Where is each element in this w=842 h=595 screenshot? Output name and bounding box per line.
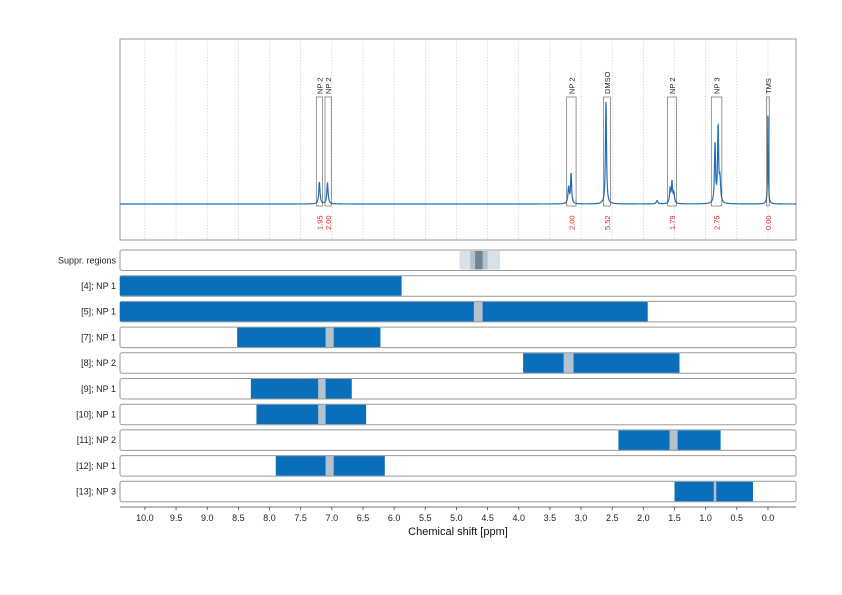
range-frame: [119, 455, 797, 477]
annotation-box: [766, 96, 770, 207]
annotation-label: NP 2: [668, 77, 677, 94]
x-tick-label: 4.0: [512, 513, 525, 523]
x-tick-label: 6.0: [388, 513, 401, 523]
x-axis-title: Chemical shift [ppm]: [408, 526, 508, 538]
spectrum-gridlines: [144, 39, 769, 240]
range-gap: [325, 456, 334, 476]
annotation-box: [710, 96, 723, 207]
range-gap: [713, 481, 717, 502]
range-row: [9]; NP 1: [81, 378, 797, 400]
range-bar: [237, 327, 381, 348]
integral-value: 1.95: [315, 215, 324, 230]
x-tick-label: 1.0: [699, 513, 712, 523]
annotation-label: NP 2: [315, 77, 324, 94]
range-gap: [325, 327, 334, 348]
annotation-box: [324, 96, 332, 207]
range-row: [5]; NP 1: [81, 300, 797, 323]
range-bar: [523, 353, 680, 373]
peak-annotations: NP 2 1.95 NP 2 2.00 NP 2 2.00 DMSO 5.52 NP 2 1.79…: [315, 71, 773, 230]
range-row: [4]; NP 1: [81, 275, 797, 297]
range-bar: [250, 379, 352, 399]
range-frame: [119, 378, 797, 400]
x-tick-label: 0.0: [762, 513, 775, 523]
suppression-label: Suppr. regions: [58, 255, 117, 265]
integral-value: 5.52: [603, 215, 612, 230]
range-label: [10]; NP 1: [76, 409, 116, 419]
range-label: [7]; NP 1: [81, 332, 116, 342]
range-label: [11]; NP 2: [77, 435, 116, 445]
annotation-label: TMS: [764, 78, 773, 94]
annotation-label: NP 2: [324, 77, 333, 94]
range-frame: [119, 480, 797, 503]
range-gap: [318, 404, 326, 425]
x-tick-label: 1.5: [668, 513, 681, 523]
x-tick-label: 9.5: [170, 513, 183, 523]
range-gap: [318, 379, 326, 399]
range-frame: [119, 326, 797, 349]
x-tick-label: 8.0: [263, 513, 276, 523]
x-tick-label: 6.5: [357, 513, 370, 523]
x-tick-label: 5.5: [419, 513, 432, 523]
range-row: [7]; NP 1: [81, 326, 797, 349]
suppression-bands: [459, 251, 501, 270]
integral-value: 0.00: [764, 215, 773, 230]
range-gap: [473, 301, 483, 322]
range-row: [10]; NP 1: [76, 403, 797, 426]
range-bar: [120, 301, 648, 322]
integral-value: 1.79: [668, 215, 677, 230]
annotation-box: [667, 96, 677, 207]
range-label: [9]; NP 1: [81, 384, 116, 394]
range-row: [8]; NP 2: [81, 352, 797, 374]
x-tick-label: 7.0: [326, 513, 339, 523]
range-frame: [119, 352, 797, 374]
range-frame: [119, 403, 797, 426]
range-gap: [563, 353, 574, 373]
annotation-box: [603, 96, 611, 207]
range-rows: [4]; NP 1 [5]; NP 1 [7]; NP 1 [8]; NP 2 [9];…: [76, 275, 797, 503]
integral-value: 2.00: [324, 215, 333, 230]
range-label: [13]; NP 3: [76, 487, 116, 497]
range-row: [12]; NP 1: [76, 455, 797, 477]
annotation-label: NP 3: [713, 77, 722, 94]
spectrum-panel: NP 2 1.95 NP 2 2.00 NP 2 2.00 DMSO 5.52 NP 2 1.79…: [119, 38, 797, 241]
spectrum-line: [120, 101, 796, 205]
range-row: [11]; NP 2: [77, 429, 797, 451]
x-tick-label: 2.0: [637, 513, 650, 523]
x-tick-label: 3.5: [544, 513, 557, 523]
x-ticks: 10.0 9.5 9.0 8.5 8.0 7.5 7.0 6.5 6.0 5.5 5.0 4.5 4.0…: [136, 507, 774, 523]
x-tick-label: 8.5: [232, 513, 245, 523]
integral-value: 2.00: [567, 215, 576, 230]
x-tick-label: 2.5: [606, 513, 619, 523]
range-label: [8]; NP 2: [81, 358, 116, 368]
x-tick-label: 9.0: [201, 513, 214, 523]
range-label: [12]; NP 1: [76, 461, 116, 471]
range-bar: [256, 404, 367, 425]
suppression-row: Suppr. regions: [58, 249, 797, 271]
annotation-label: NP 2: [567, 77, 576, 94]
spectrum-frame: [119, 38, 797, 241]
range-bar: [120, 276, 402, 296]
range-gap: [669, 430, 678, 450]
suppression-frame: [119, 249, 797, 271]
range-row: [13]; NP 3: [76, 480, 797, 503]
x-tick-label: 5.0: [450, 513, 463, 523]
x-tick-label: 3.0: [575, 513, 588, 523]
annotation-label: DMSO: [603, 71, 612, 94]
annotation-box: [315, 96, 323, 207]
x-tick-label: 4.5: [481, 513, 494, 523]
x-tick-label: 10.0: [136, 513, 154, 523]
x-tick-label: 0.5: [731, 513, 744, 523]
x-tick-label: 7.5: [294, 513, 307, 523]
integral-value: 2.75: [713, 215, 722, 230]
suppression-band: [475, 251, 483, 270]
annotation-box: [566, 96, 577, 207]
range-label: [5]; NP 1: [81, 307, 116, 317]
range-label: [4]; NP 1: [81, 281, 116, 291]
x-axis: 10.0 9.5 9.0 8.5 8.0 7.5 7.0 6.5 6.0 5.5 5.0 4.5 4.0…: [120, 506, 796, 538]
